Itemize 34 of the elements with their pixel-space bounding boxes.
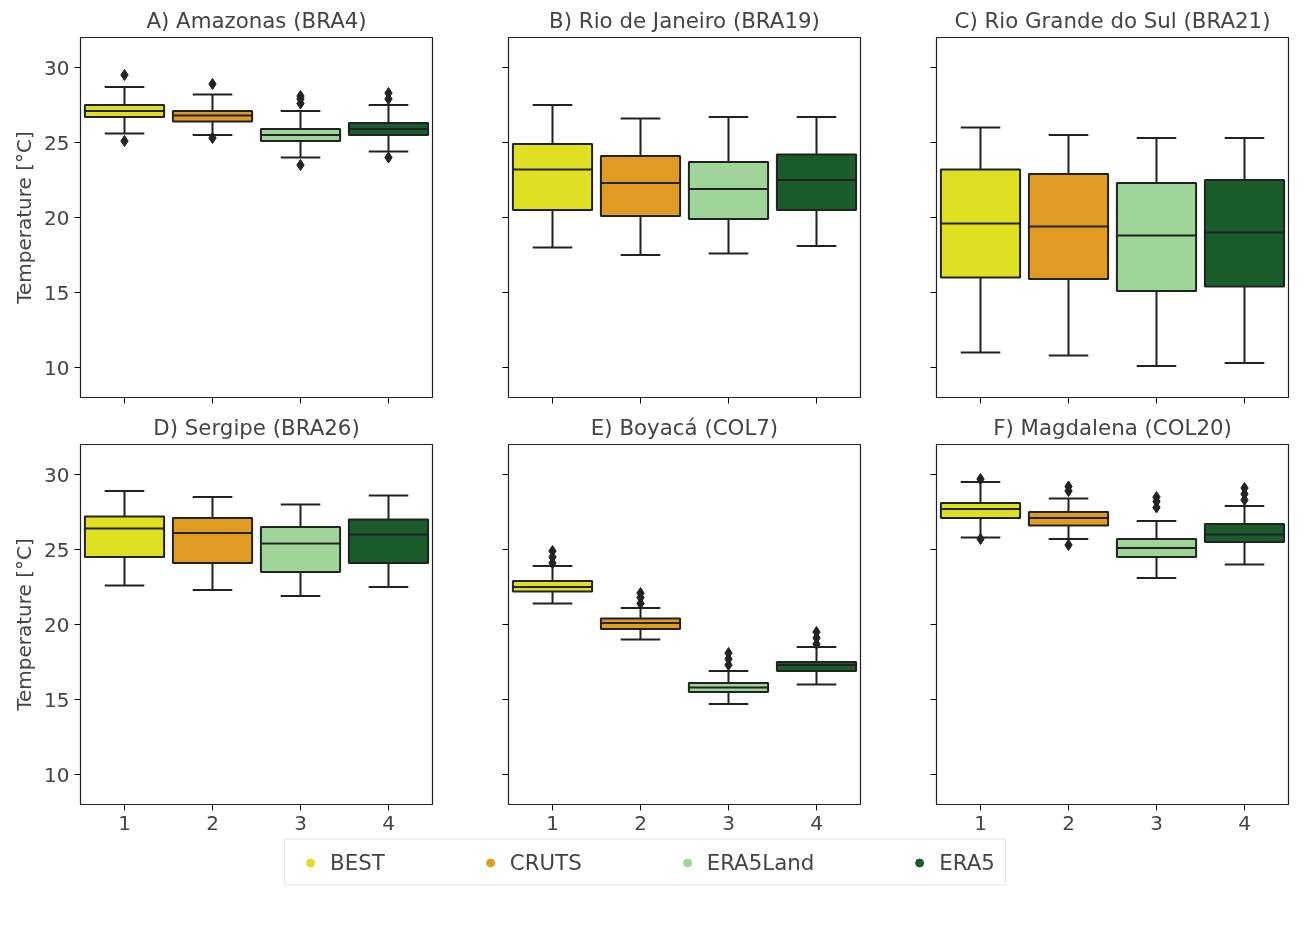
- y-tick-label: 25: [44, 537, 70, 562]
- y-tick-label: 30: [44, 462, 70, 487]
- x-tick-label: 1: [974, 810, 987, 835]
- x-tick-label: 4: [810, 810, 823, 835]
- chart-title: B) Rio de Janeiro (BRA19): [549, 7, 820, 33]
- x-tick-label: 2: [634, 810, 647, 835]
- y-axis-title: Temperature [°C]: [12, 131, 37, 305]
- y-tick-label: 10: [44, 762, 70, 787]
- legend-label: ERA5Land: [706, 849, 815, 875]
- x-tick-label: 2: [1062, 810, 1075, 835]
- y-tick-label: 15: [44, 687, 70, 712]
- y-tick-label: 15: [44, 280, 70, 305]
- y-axis-title: Temperature [°C]: [12, 538, 37, 712]
- chart-title: F) Magdalena (COL20): [993, 414, 1232, 440]
- legend-label: BEST: [330, 849, 385, 875]
- x-tick-label: 3: [722, 810, 735, 835]
- x-tick-label: 3: [1150, 810, 1163, 835]
- chart-title: E) Boyacá (COL7): [590, 414, 779, 440]
- x-tick-label: 4: [382, 810, 395, 835]
- x-tick-label: 1: [546, 810, 559, 835]
- chart-title: D) Sergipe (BRA26): [153, 414, 360, 440]
- legend-label: CRUTS: [509, 849, 582, 875]
- legend-label: ERA5: [939, 849, 995, 875]
- y-tick-label: 20: [44, 612, 70, 637]
- x-tick-label: 4: [1238, 810, 1251, 835]
- y-tick-label: 20: [44, 205, 70, 230]
- x-tick-label: 1: [118, 810, 131, 835]
- x-tick-label: 2: [206, 810, 219, 835]
- y-tick-label: 25: [44, 130, 70, 155]
- chart-title: A) Amazonas (BRA4): [146, 7, 367, 33]
- chart-title: C) Rio Grande do Sul (BRA21): [954, 7, 1271, 33]
- x-tick-label: 3: [294, 810, 307, 835]
- y-tick-label: 30: [44, 55, 70, 80]
- y-tick-label: 10: [44, 355, 70, 380]
